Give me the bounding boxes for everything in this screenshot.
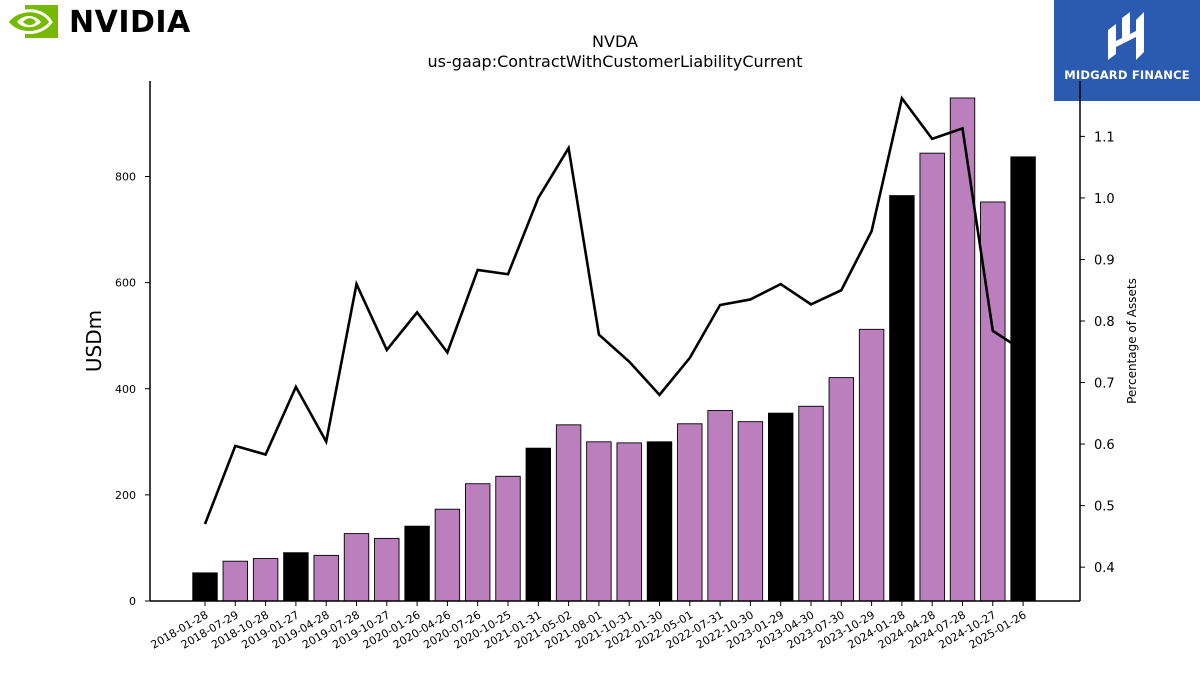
bar (343, 533, 370, 602)
chart-title: NVDA (592, 32, 638, 51)
bar (525, 447, 551, 602)
y2-tick-label: 1.1 (1094, 130, 1115, 145)
bar (677, 423, 703, 602)
bar (889, 195, 915, 602)
bar (252, 558, 279, 602)
y2-tick-label: 0.4 (1094, 561, 1115, 576)
bar (858, 328, 885, 602)
bar (495, 475, 521, 602)
bar (828, 377, 854, 602)
y2-axis-label: Percentage of Assets (1125, 278, 1139, 404)
nvidia-brand-text: NVIDIA (69, 5, 191, 40)
bar (283, 552, 309, 602)
bar (555, 424, 582, 602)
bar (919, 152, 945, 602)
y-tick-label: 200 (115, 489, 136, 502)
y2-tick-label: 0.8 (1094, 315, 1115, 330)
y-tick-label: 600 (115, 277, 136, 290)
bar (707, 410, 733, 602)
nvidia-logo: NVIDIA (5, 4, 195, 42)
y-tick-label: 400 (115, 383, 136, 396)
bar (434, 508, 461, 602)
bar (192, 572, 218, 602)
bar (768, 412, 794, 602)
y-tick-label: 800 (115, 171, 136, 184)
y2-tick-label: 0.7 (1094, 377, 1115, 392)
bar (616, 442, 642, 602)
midgard-brand-text: MIDGARD FINANCE (1064, 68, 1190, 82)
series-line (203, 95, 1024, 525)
y2-tick-label: 0.6 (1094, 438, 1115, 453)
bar (798, 405, 824, 602)
bar (404, 525, 430, 602)
bar (1010, 156, 1036, 602)
y2-tick-label: 0.5 (1094, 500, 1115, 515)
bar (313, 554, 339, 602)
midgard-monogram-icon (1108, 12, 1144, 60)
y-tick-label: 0 (129, 595, 136, 608)
y2-tick-label: 1.0 (1094, 192, 1115, 207)
bar (586, 441, 612, 602)
nvidia-eye-icon (5, 5, 58, 38)
bar (222, 560, 249, 602)
bar (374, 537, 400, 602)
y-axis-label: USDm (82, 310, 106, 372)
bar (737, 421, 764, 602)
chart-subtitle: us-gaap:ContractWithCustomerLiabilityCur… (427, 52, 803, 71)
bar (980, 201, 1006, 602)
bar (949, 97, 976, 602)
midgard-finance-logo: MIDGARD FINANCE (1054, 0, 1200, 101)
y2-tick-label: 0.9 (1094, 253, 1115, 268)
bar (465, 483, 491, 602)
bar (646, 441, 673, 602)
